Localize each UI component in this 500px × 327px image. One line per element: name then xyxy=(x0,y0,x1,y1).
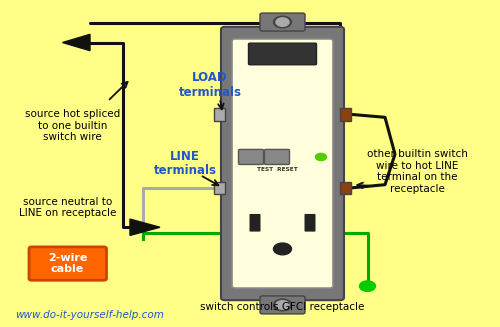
Bar xyxy=(340,108,351,121)
Bar xyxy=(214,182,225,194)
Bar xyxy=(340,182,351,194)
Text: www.do-it-yourself-help.com: www.do-it-yourself-help.com xyxy=(15,310,164,320)
Text: LINE
terminals: LINE terminals xyxy=(154,149,216,178)
FancyBboxPatch shape xyxy=(264,149,289,164)
Circle shape xyxy=(274,16,291,28)
FancyBboxPatch shape xyxy=(221,27,344,300)
FancyBboxPatch shape xyxy=(238,149,264,164)
Circle shape xyxy=(316,153,326,161)
Text: source neutral to
LINE on receptacle: source neutral to LINE on receptacle xyxy=(19,197,116,218)
FancyBboxPatch shape xyxy=(232,39,333,288)
Text: TEST  RESET: TEST RESET xyxy=(257,167,298,172)
Circle shape xyxy=(276,301,289,309)
FancyBboxPatch shape xyxy=(250,214,260,232)
Text: other builtin switch
wire to hot LINE
terminal on the
receptacle: other builtin switch wire to hot LINE te… xyxy=(367,149,468,194)
FancyBboxPatch shape xyxy=(260,296,305,314)
Bar xyxy=(214,108,225,121)
Text: source hot spliced
to one builtin
switch wire: source hot spliced to one builtin switch… xyxy=(25,109,120,143)
Text: LOAD
terminals: LOAD terminals xyxy=(178,71,242,99)
FancyBboxPatch shape xyxy=(304,214,316,232)
Polygon shape xyxy=(130,219,160,235)
FancyBboxPatch shape xyxy=(260,13,305,31)
Circle shape xyxy=(360,281,376,291)
FancyBboxPatch shape xyxy=(248,43,316,65)
Text: 2-wire
cable: 2-wire cable xyxy=(48,253,87,274)
Polygon shape xyxy=(62,34,90,51)
Text: switch controls GFCI receptacle: switch controls GFCI receptacle xyxy=(200,302,364,312)
Circle shape xyxy=(274,243,291,255)
FancyBboxPatch shape xyxy=(29,247,106,280)
Circle shape xyxy=(274,299,291,311)
Circle shape xyxy=(276,18,289,26)
